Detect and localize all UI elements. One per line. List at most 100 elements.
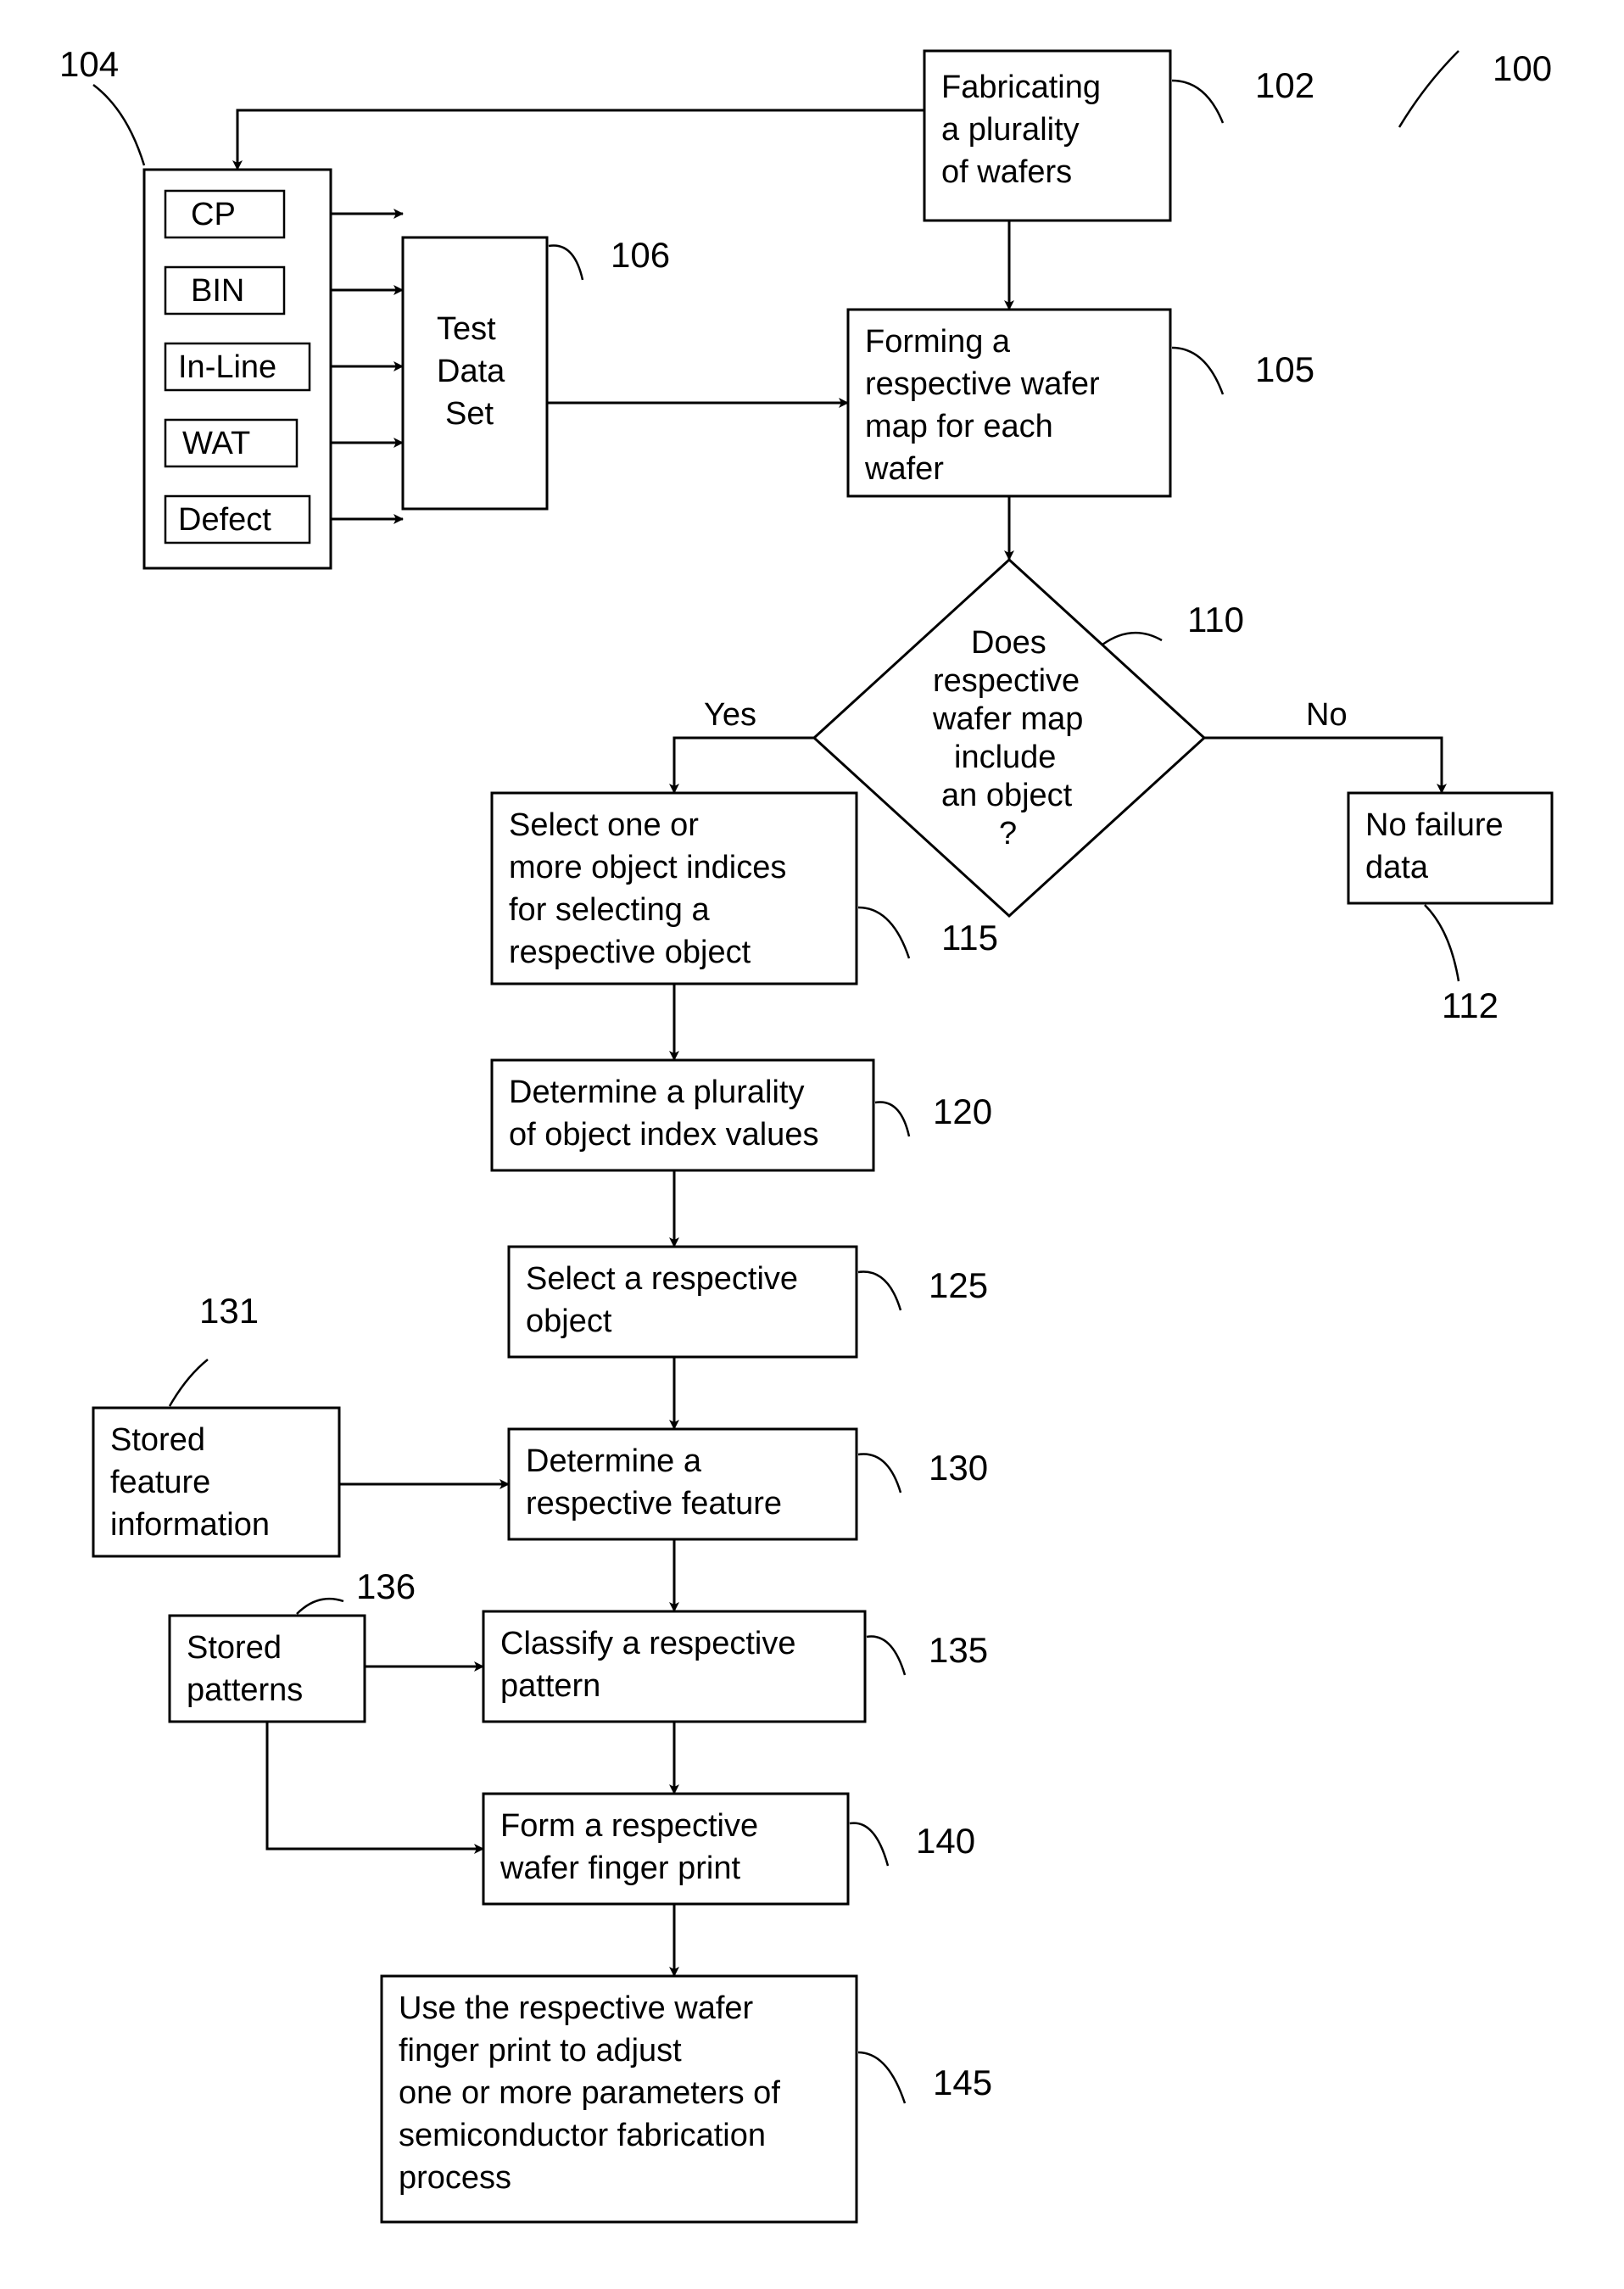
leader-105 xyxy=(1172,348,1223,394)
ufp-line5: process xyxy=(399,2160,511,2196)
ref-135: 135 xyxy=(929,1630,988,1670)
fp-line1: Form a respective xyxy=(500,1808,758,1844)
leader-112 xyxy=(1425,905,1459,981)
no-label: No xyxy=(1306,697,1348,733)
dec-line4: include xyxy=(954,740,1056,775)
yes-label: Yes xyxy=(704,697,756,733)
node-use-fp: Use the respective wafer finger print to… xyxy=(382,1976,857,2222)
leader-135 xyxy=(867,1637,905,1675)
node-select-object: Select a respective object xyxy=(509,1247,857,1357)
si-line3: for selecting a xyxy=(509,892,710,928)
si-line2: more object indices xyxy=(509,850,786,885)
ref-140: 140 xyxy=(916,1821,975,1861)
test-item-2: In-Line xyxy=(178,349,276,385)
node-fabricate: Fabricating a plurality of wafers xyxy=(924,51,1170,221)
ufp-line2: finger print to adjust xyxy=(399,2033,682,2068)
leader-120 xyxy=(875,1103,909,1137)
dec-line3: wafer map xyxy=(932,701,1083,737)
si-line1: Select one or xyxy=(509,807,699,843)
ref-131: 131 xyxy=(199,1291,259,1331)
si-line4: respective object xyxy=(509,935,751,970)
node-form-fp: Form a respective wafer finger print xyxy=(483,1794,848,1904)
df-line1: Determine a xyxy=(526,1443,702,1479)
forming-line3: map for each xyxy=(865,409,1053,444)
edge-decision-no xyxy=(1204,738,1442,793)
node-determine-values: Determine a plurality of object index va… xyxy=(492,1060,873,1170)
sp-line2: patterns xyxy=(187,1672,303,1708)
df-line2: respective feature xyxy=(526,1486,782,1521)
test-item-0: CP xyxy=(191,197,236,232)
ref-100: 100 xyxy=(1493,48,1552,88)
dv-line1: Determine a plurality xyxy=(509,1075,804,1110)
ref-112: 112 xyxy=(1442,985,1498,1025)
leader-136 xyxy=(297,1599,343,1614)
node-determine-feature: Determine a respective feature xyxy=(509,1429,857,1539)
edge-decision-yes xyxy=(674,738,814,793)
ref-105: 105 xyxy=(1255,349,1314,389)
fp-line2: wafer finger print xyxy=(499,1851,740,1886)
node-stored-patterns: Stored patterns xyxy=(170,1616,365,1722)
node-forming-map: Forming a respective wafer map for each … xyxy=(848,310,1170,496)
ufp-line4: semiconductor fabrication xyxy=(399,2118,766,2153)
test-item-1: BIN xyxy=(191,273,244,309)
forming-line2: respective wafer xyxy=(865,366,1100,402)
node-decision: Does respective wafer map include an obj… xyxy=(814,560,1204,916)
ref-104: 104 xyxy=(59,44,119,84)
ref-110: 110 xyxy=(1187,600,1244,639)
leader-104 xyxy=(93,85,144,165)
ref-130: 130 xyxy=(929,1448,988,1488)
node-stored-feature: Stored feature information xyxy=(93,1408,339,1556)
leader-115 xyxy=(858,907,909,958)
ref-102: 102 xyxy=(1255,65,1314,105)
node-tests-container: CP BIN In-Line WAT Defect xyxy=(144,170,331,568)
sf-line1: Stored xyxy=(110,1422,205,1458)
dec-line5: an object xyxy=(941,778,1073,813)
sf-line3: information xyxy=(110,1507,270,1543)
dv-line2: of object index values xyxy=(509,1117,818,1153)
ref-145: 145 xyxy=(933,2063,992,2102)
tds-line3: Set xyxy=(445,396,494,432)
edge-fabricate-tests xyxy=(237,110,924,170)
node-no-failure: No failure data xyxy=(1348,793,1552,903)
test-item-4: Defect xyxy=(178,502,271,538)
ref-136: 136 xyxy=(356,1566,416,1606)
leader-100 xyxy=(1399,51,1459,127)
leader-130 xyxy=(858,1454,901,1493)
ref-106: 106 xyxy=(611,235,670,275)
sf-line2: feature xyxy=(110,1465,210,1500)
tds-line1: Test xyxy=(437,311,496,347)
fabricate-line1: Fabricating xyxy=(941,70,1101,105)
nf-line2: data xyxy=(1365,850,1429,885)
leader-125 xyxy=(858,1272,901,1310)
leader-140 xyxy=(850,1823,888,1866)
ref-125: 125 xyxy=(929,1265,988,1305)
dec-line1: Does xyxy=(971,625,1046,661)
edge-136-140 xyxy=(267,1722,483,1849)
forming-line1: Forming a xyxy=(865,324,1011,360)
tds-line2: Data xyxy=(437,354,505,389)
leader-106 xyxy=(549,246,583,281)
leader-102 xyxy=(1172,81,1223,123)
sp-line1: Stored xyxy=(187,1630,282,1666)
forming-line4: wafer xyxy=(864,451,944,487)
so-line2: object xyxy=(526,1304,612,1339)
ufp-line3: one or more parameters of xyxy=(399,2075,780,2111)
cl-line2: pattern xyxy=(500,1668,600,1704)
test-item-3: WAT xyxy=(182,426,250,461)
dec-line2: respective xyxy=(933,663,1080,699)
node-select-indices: Select one or more object indices for se… xyxy=(492,793,857,984)
so-line1: Select a respective xyxy=(526,1261,798,1297)
ufp-line1: Use the respective wafer xyxy=(399,1990,754,2026)
ref-115: 115 xyxy=(941,918,998,957)
nf-line1: No failure xyxy=(1365,807,1504,843)
ref-120: 120 xyxy=(933,1091,992,1131)
fabricate-line3: of wafers xyxy=(941,154,1072,190)
leader-131 xyxy=(170,1359,208,1406)
leader-145 xyxy=(858,2052,905,2103)
dec-line6: ? xyxy=(999,816,1017,851)
fabricate-line2: a plurality xyxy=(941,112,1080,148)
cl-line1: Classify a respective xyxy=(500,1626,795,1661)
node-test-data-set: Test Data Set xyxy=(403,237,547,509)
node-classify: Classify a respective pattern xyxy=(483,1611,865,1722)
leader-110 xyxy=(1102,633,1162,645)
